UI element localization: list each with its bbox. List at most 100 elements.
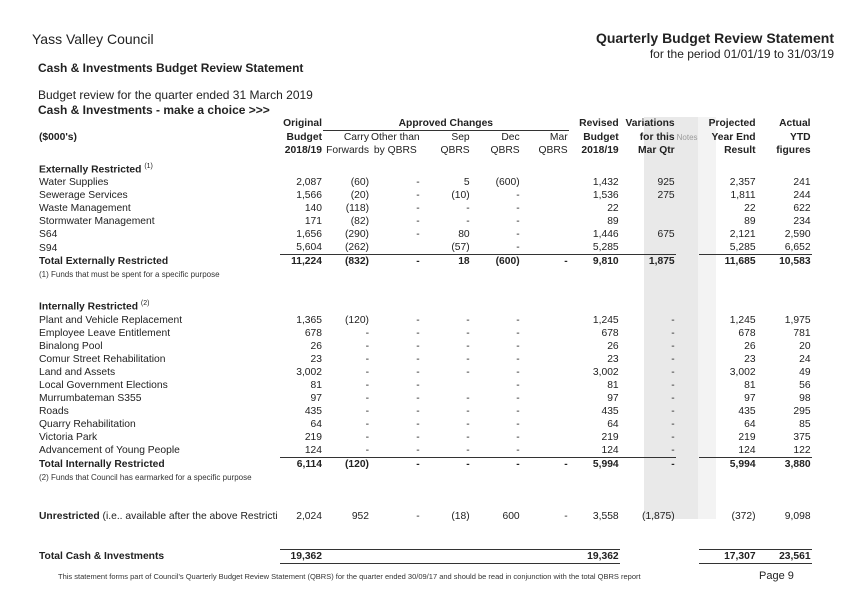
row-label: Unrestricted (i.e.. available after the … [39, 510, 278, 522]
cell-proj: 23 [744, 353, 756, 365]
row-label: Quarry Rehabilitation [39, 418, 136, 430]
cell-var: 275 [657, 190, 675, 202]
cell-rev: 1,536 [592, 190, 619, 202]
page-number: Page 9 [759, 570, 794, 582]
cell-sep: 80 [458, 229, 470, 241]
cell-rev: 64 [607, 418, 619, 430]
table-row: Local Government Elections 81 - - - 81 - 81 56 [38, 379, 812, 392]
external-total-row: Total Externally Restricted 11,224 (832) - 1… [38, 255, 812, 269]
cell-act: 10,583 [779, 256, 811, 268]
row-label: Murrumbateman S355 [39, 392, 142, 404]
cell-rev: 5,994 [592, 458, 619, 470]
cell-other: - [416, 177, 420, 189]
cell-rev: 81 [607, 379, 619, 391]
cell-mar [521, 392, 569, 405]
cell-sep: - [466, 418, 470, 430]
cell-dec: - [516, 314, 520, 326]
cell-sep: - [466, 340, 470, 352]
cell-var: - [671, 418, 675, 430]
cell-act: 122 [756, 443, 812, 458]
row-label: Total Cash & Investments [39, 550, 165, 562]
unrestricted-row: Unrestricted (i.e.. available after the … [38, 510, 812, 523]
row-label: Land and Assets [39, 366, 116, 378]
cell-var: 675 [657, 229, 675, 241]
cell-mar [520, 241, 569, 256]
cell-other: - [416, 379, 420, 391]
cell-carry: (262) [323, 241, 370, 256]
cell-proj: 678 [738, 327, 756, 339]
cell-carry: - [365, 418, 369, 430]
cell-sep: 5 [463, 177, 470, 189]
cell-act: 781 [793, 327, 811, 339]
cell-orig: 5,604 [280, 241, 323, 256]
cell-sep [421, 379, 471, 392]
cell-rev: 124 [568, 443, 620, 458]
cell-sep: - [466, 314, 470, 326]
cell-act: 234 [793, 216, 811, 228]
row-label: Total Externally Restricted [39, 256, 169, 268]
report-period: for the period 01/01/19 to 31/03/19 [649, 47, 834, 61]
row-label: Binalong Pool [39, 340, 103, 352]
cell-other: - [416, 353, 420, 365]
cell-carry: (290) [344, 229, 369, 241]
cell-mar [521, 228, 569, 241]
cell-proj: 17,307 [698, 548, 757, 564]
cell-act: 56 [799, 379, 811, 391]
table-row: Murrumbateman S355 97 - - - - 97 - 97 98 [38, 392, 812, 405]
cell-mar [521, 176, 569, 189]
cell-var: - [619, 443, 676, 458]
cell-dec: - [516, 327, 520, 339]
row-label: Advancement of Young People [39, 445, 180, 457]
cell-rev: 1,432 [592, 177, 619, 189]
grand-total-row: Total Cash & Investments 19,362 19,362 17,3… [38, 548, 812, 564]
table-row: Sewerage Services 1,566 (20) - (10) - 1,536 275… [38, 189, 812, 202]
cell-rev: 3,558 [592, 510, 619, 522]
cell-dec: - [516, 340, 520, 352]
cell-orig: 171 [304, 216, 322, 228]
cell-orig: 678 [304, 327, 322, 339]
cell-rev: 23 [607, 353, 619, 365]
row-label: Victoria Park [39, 431, 98, 443]
report-title: Quarterly Budget Review Statement [595, 30, 834, 46]
cell-orig: 64 [310, 418, 322, 430]
cell-carry: 952 [351, 510, 369, 522]
cell-other: - [416, 458, 420, 470]
cell-sep: (10) [451, 190, 470, 202]
col-notes: Notes [676, 132, 698, 142]
cell-proj: 26 [744, 340, 756, 352]
cell-other: - [416, 340, 420, 352]
cell-orig: 2,024 [296, 510, 322, 522]
cell-var: - [671, 431, 675, 443]
cell-act: 20 [799, 340, 811, 352]
council-name: Yass Valley Council [32, 31, 154, 47]
cell-rev: 26 [607, 340, 619, 352]
cell-dec: - [516, 353, 520, 365]
cell-var: - [671, 458, 675, 470]
internal-footnote: (2) Funds that Council has earmarked for… [39, 472, 252, 482]
cell-orig: 26 [310, 340, 322, 352]
cell-proj: 219 [738, 431, 756, 443]
cell-other: - [416, 256, 420, 268]
cell-rev: 9,810 [592, 256, 619, 268]
cell-dec: - [516, 418, 520, 430]
cell-carry: - [365, 366, 369, 378]
review-quarter: Budget review for the quarter ended 31 M… [38, 88, 313, 102]
cell-mar [521, 202, 569, 215]
cell-var: - [671, 379, 675, 391]
cell-other: - [416, 327, 420, 339]
table-row: Binalong Pool 26 - - - - 26 - 26 20 [38, 340, 812, 353]
cell-rev: 22 [607, 203, 619, 215]
cell-act: 375 [793, 431, 811, 443]
footer-note: This statement forms part of Council's Q… [58, 572, 641, 581]
cell-carry: (20) [350, 190, 369, 202]
cell-sep: - [466, 353, 470, 365]
cell-other: - [416, 510, 420, 522]
cell-orig: 97 [310, 392, 322, 404]
cell-other: - [416, 392, 420, 404]
cell-proj: 22 [744, 203, 756, 215]
notes-shade [698, 117, 716, 519]
cell-act: 1,975 [784, 314, 811, 326]
table-row: Employee Leave Entitlement 678 - - - - 678 - 678… [38, 327, 812, 340]
cell-dec: - [516, 379, 520, 391]
cell-rev: 5,285 [568, 241, 620, 256]
